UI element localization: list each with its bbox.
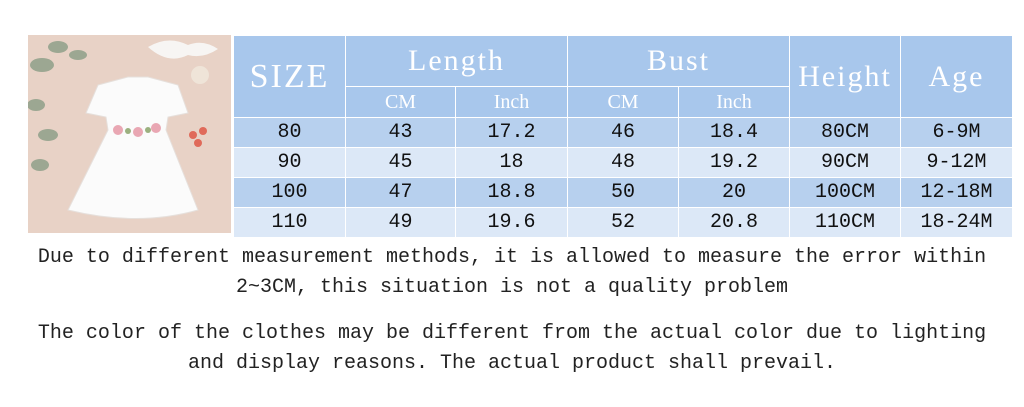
note: The color of the clothes may be differen…	[37, 322, 987, 375]
unit: CM	[567, 86, 680, 118]
cell: 18.4	[678, 117, 791, 148]
size-row: 80 43 17.2 46 18.4 80CM 6-9M	[233, 117, 1014, 148]
cell: 19.6	[454, 207, 569, 238]
header-height: Height	[789, 35, 902, 118]
cell: 48	[567, 147, 680, 178]
cell: 18	[454, 147, 569, 178]
cell: 49	[345, 207, 456, 238]
cell: 18-24M	[900, 207, 1014, 238]
size-table: SIZE Length Bust Height Age CM Inch CM I…	[233, 35, 1014, 238]
cell: 6-9M	[900, 117, 1014, 148]
cell: 110CM	[789, 207, 902, 238]
cell: 20.8	[678, 207, 791, 238]
cell: 80CM	[789, 117, 902, 148]
product-photo	[28, 35, 231, 233]
header-length: Length	[344, 35, 569, 87]
header-bust: Bust	[567, 35, 791, 87]
cell: 110	[233, 207, 346, 238]
cell: 100CM	[789, 177, 902, 208]
cell: 52	[567, 207, 680, 238]
unit: Inch	[454, 86, 569, 118]
note: Due to different measurement methods, it…	[37, 246, 987, 299]
cell: 17.2	[454, 117, 569, 148]
size-row: 110 49 19.6 52 20.8 110CM 18-24M	[233, 207, 1014, 238]
unit: Inch	[678, 86, 791, 118]
cell: 19.2	[678, 147, 791, 178]
cell: 45	[345, 147, 456, 178]
cell: 50	[567, 177, 680, 208]
cell: 12-18M	[900, 177, 1014, 208]
cell: 9-12M	[900, 147, 1014, 178]
header-size: SIZE	[233, 35, 346, 118]
cell: 90	[233, 147, 346, 178]
unit: CM	[345, 86, 456, 118]
cell: 90CM	[789, 147, 902, 178]
cell: 43	[345, 117, 456, 148]
cell: 80	[233, 117, 346, 148]
header-age: Age	[900, 35, 1014, 118]
cell: 100	[233, 177, 346, 208]
size-row: 100 47 18.8 50 20 100CM 12-18M	[233, 177, 1014, 208]
cell: 47	[345, 177, 456, 208]
cell: 46	[567, 117, 680, 148]
cell: 20	[678, 177, 791, 208]
cell: 18.8	[454, 177, 569, 208]
size-row: 90 45 18 48 19.2 90CM 9-12M	[233, 147, 1014, 178]
